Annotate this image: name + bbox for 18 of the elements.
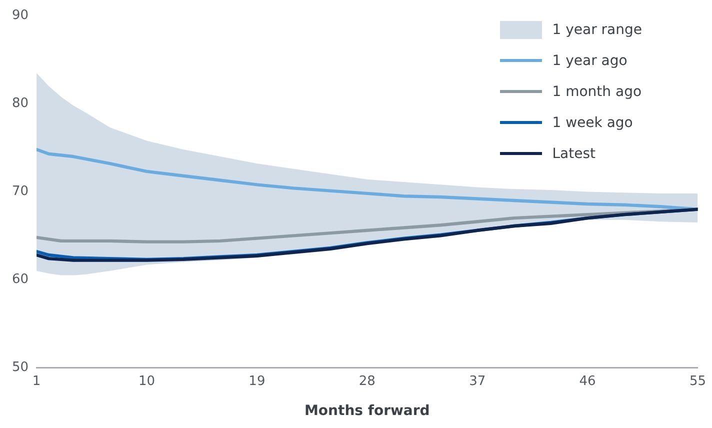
x-tick-label: 19 <box>248 374 266 389</box>
legend-label: 1 month ago <box>552 84 642 100</box>
x-tick-label: 1 <box>32 374 41 389</box>
y-tick-label: 90 <box>12 8 29 24</box>
x-tick-label: 10 <box>138 374 156 389</box>
y-tick-label: 80 <box>12 96 29 112</box>
x-axis-title: Months forward <box>304 403 430 420</box>
legend-label: 1 week ago <box>552 114 633 130</box>
legend-label: 1 year range <box>552 22 642 38</box>
y-tick-label: 70 <box>12 184 29 200</box>
x-tick-label: 55 <box>689 374 706 389</box>
x-tick-label: 46 <box>579 374 596 389</box>
y-tick-label: 50 <box>12 360 29 375</box>
legend-label: Latest <box>552 146 596 162</box>
x-tick-label: 28 <box>358 374 376 389</box>
y-tick-label: 60 <box>12 272 29 288</box>
legend-label: 1 year ago <box>552 52 628 68</box>
x-tick-label: 37 <box>469 374 486 389</box>
